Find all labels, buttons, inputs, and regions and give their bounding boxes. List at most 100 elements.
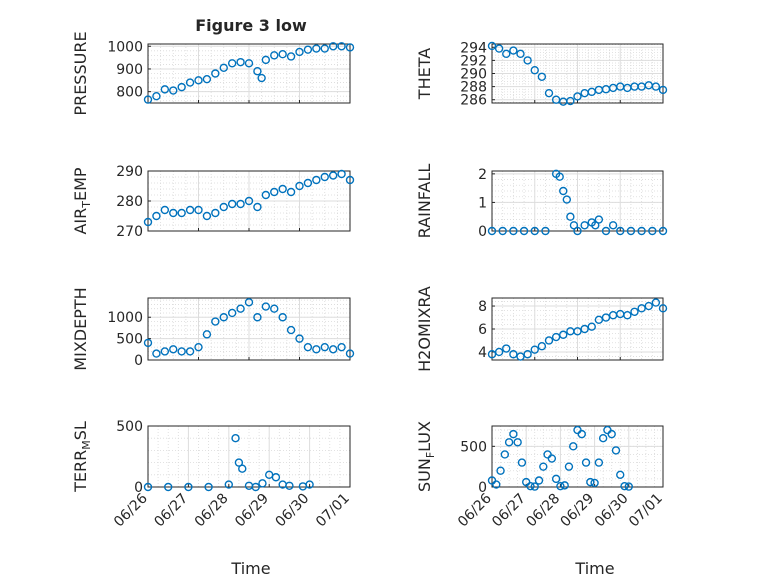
pressure-data-point [270,51,279,60]
sun-flux-data-point [564,462,574,471]
terr-msl-data-point [234,458,244,467]
sun-flux-x-tick-label: 06/26 [455,490,495,530]
terr-msl-data-point [163,482,173,492]
terr-msl-x-tick-label: 06/27 [151,491,191,531]
theta-y-tick-label: 286 [460,93,487,109]
pressure-data-point [219,63,228,73]
sun-flux-data-point [607,429,616,439]
mixdepth-data-point [236,304,245,313]
rainfall-data-point [616,226,625,236]
air-temp-data-point [261,190,271,200]
air-temp-data-point [253,202,262,212]
sun-flux-data-point [586,477,595,487]
x-axis-label-right: Time [574,559,614,578]
theta-y-tick-label: 294 [460,40,487,56]
sun-flux-data-point [500,450,510,459]
sun-flux-x-tick-label: 06/30 [592,491,632,531]
mixdepth-data-point [320,342,329,352]
air-temp-data-point [312,175,321,185]
terr-msl-data-point [204,482,213,492]
h2omixra-y-axis-label: H2OMIXRA [415,286,434,372]
sun-flux-data-point [526,481,535,491]
mixdepth-data-point [177,347,186,356]
theta-data-point [509,46,518,55]
subplot-air-temp: 270 280 290 AIRTEMP [71,164,355,240]
theta-data-point [523,56,532,65]
mixdepth-data-point [185,347,195,356]
pressure-data-point [227,59,237,68]
air-temp-data-point [227,199,237,209]
terr-msl-y-axis-label: TERRMSL [71,421,93,493]
pressure-data-point [194,76,203,85]
rainfall-data-point [573,226,582,236]
theta-data-point [573,92,582,101]
air-temp-y-tick-label: 290 [116,164,143,180]
pressure-data-point [202,74,212,84]
mixdepth-data-point [169,345,178,354]
figure-title: Figure 3 low [195,16,307,35]
air-temp-data-point [328,171,338,180]
sun-flux-x-tick-label: 06/28 [523,491,563,531]
rainfall-data-point [566,212,575,221]
h2omixra-y-tick-label: 8 [478,299,487,315]
rainfall-data-point [637,226,646,236]
rainfall-y-axis-label: RAINFALL [415,164,434,239]
subplot-terr-msl: 0 500 06/26 06/27 06/28 06/29 06/30 07/01 TERRMS… [71,419,353,530]
rainfall-data-point [519,226,529,236]
rainfall-axes-box [491,170,664,232]
pressure-data-point [337,42,346,51]
terr-msl-data-point [224,480,234,489]
sun-flux-data-point [517,458,527,467]
mixdepth-data-point [303,342,313,352]
air-temp-data-point [160,205,170,215]
rainfall-y-tick-label: 1 [478,195,487,211]
h2omixra-data-point [559,330,568,339]
mixdepth-data-point [286,325,296,335]
air-temp-data-point [337,169,346,179]
theta-data-point [566,96,575,106]
terr-msl-axes-box [147,425,351,488]
sun-flux-data-point [496,466,505,475]
h2omixra-data-point [502,344,511,353]
air-temp-data-point [143,217,153,227]
sun-flux-data-point [509,429,518,439]
sun-flux-data-point [616,470,625,479]
pressure-data-point [253,67,262,76]
mixdepth-data-point [143,338,153,348]
pressure-data-point [211,69,220,78]
theta-y-tick-label: 288 [460,80,487,96]
theta-y-tick-label: 290 [460,67,487,83]
mixdepth-y-tick-label: 0 [134,353,143,369]
theta-data-point [658,85,668,95]
sun-flux-data-point [594,458,604,467]
sun-flux-data-point [598,434,608,443]
sun-flux-data-point [577,429,586,439]
h2omixra-data-point [551,332,561,342]
rainfall-data-point [626,226,636,236]
pressure-data-point [177,82,186,92]
subplot-h2omixra: 4 6 8 H2OMIXRA [415,286,668,372]
theta-data-point [537,72,547,81]
h2omixra-data-point [587,322,596,331]
sun-flux-data-point [556,481,565,491]
air-temp-data-point [202,211,212,221]
terr-msl-data-point [143,482,153,492]
theta-data-point [502,49,511,59]
sun-flux-x-tick-label: 07/01 [626,491,666,531]
terr-msl-data-point [305,480,314,489]
air-temp-axes-box [147,170,351,232]
rainfall-y-tick-label: 2 [478,167,487,183]
h2omixra-data-point [523,350,532,359]
mixdepth-data-point [261,302,271,311]
sun-flux-data-point [539,462,548,471]
mixdepth-data-point [160,347,170,356]
mixdepth-data-point [244,298,254,307]
rainfall-data-point [562,195,572,204]
mixdepth-data-point [211,317,220,326]
sun-flux-data-point [504,438,514,447]
h2omixra-data-point [487,350,497,359]
sun-flux-data-point [569,442,578,451]
h2omixra-data-point [530,345,539,354]
terr-msl-x-tick-label: 07/01 [313,491,353,531]
